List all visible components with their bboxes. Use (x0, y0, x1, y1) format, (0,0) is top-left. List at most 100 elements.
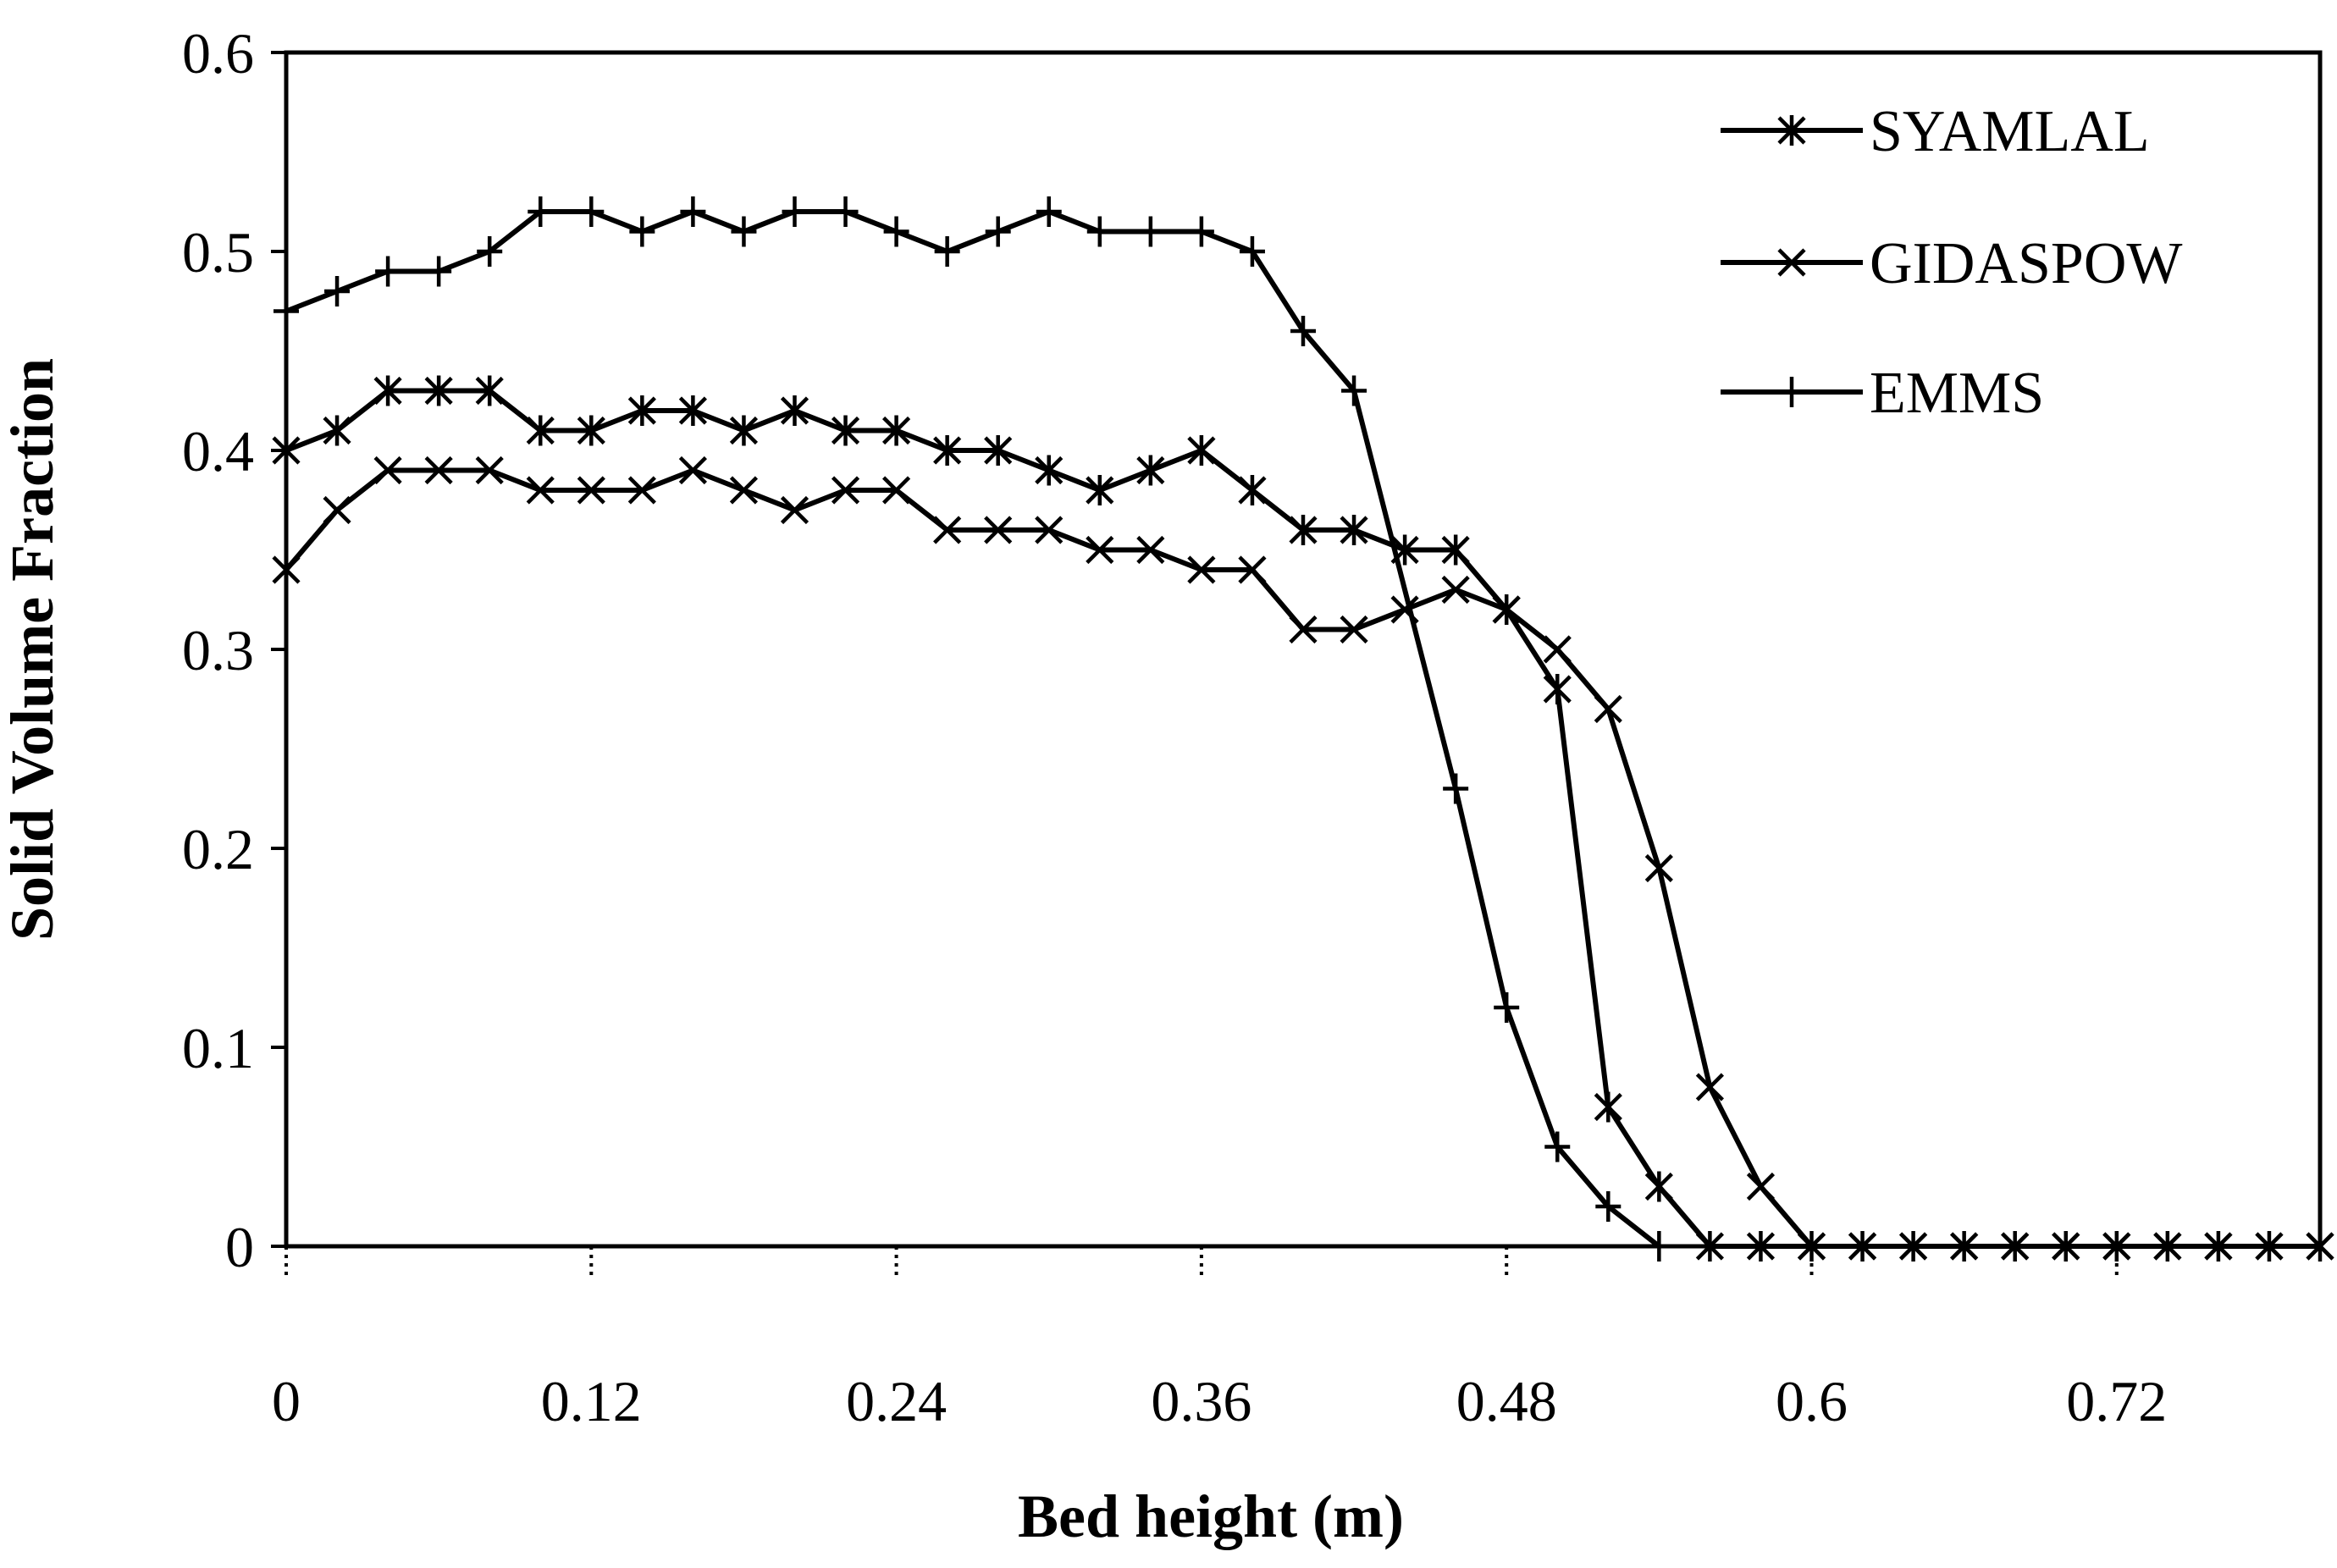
x-tick-label: 0.12 (541, 1369, 642, 1433)
series-gidaspow (272, 455, 2334, 1261)
data-point (1746, 1172, 1776, 1201)
data-point (1187, 435, 1216, 466)
data-point (882, 415, 911, 446)
data-point (831, 415, 860, 446)
data-point (1746, 1231, 1776, 1262)
data-point (985, 216, 1011, 247)
data-point (272, 435, 301, 466)
data-point (1188, 216, 1214, 247)
data-point (629, 216, 655, 247)
data-point (324, 276, 351, 306)
data-point (1137, 216, 1163, 247)
data-point (627, 476, 656, 505)
data-point (2052, 1232, 2080, 1261)
y-tick-label: 0.3 (182, 618, 254, 682)
data-point (1494, 992, 1520, 1023)
data-point (1036, 196, 1062, 227)
x-tick-label: 0 (272, 1369, 301, 1433)
data-point (731, 216, 757, 247)
data-point (477, 236, 503, 267)
data-point (933, 435, 962, 466)
y-tick-label: 0.4 (182, 419, 254, 483)
data-point (1441, 534, 1470, 566)
data-point (1289, 515, 1318, 545)
data-point (1340, 515, 1368, 545)
data-point (475, 455, 504, 485)
data-point (475, 375, 504, 406)
legend-label: GIDASPOW (1870, 231, 2182, 296)
data-point (1035, 516, 1064, 544)
data-point (577, 476, 605, 505)
legend: SYAMLAL GIDASPOW EMMS (1721, 99, 2182, 426)
data-point (1595, 1191, 1622, 1222)
data-point (1086, 216, 1113, 247)
data-point (1441, 575, 1470, 605)
data-point (578, 196, 605, 227)
x-axis-ticks: 0 0.12 0.24 0.36 0.48 0.6 0.72 (272, 1246, 2167, 1433)
data-point (1594, 1091, 1622, 1123)
data-point (323, 495, 351, 525)
data-point (2153, 1232, 2182, 1261)
data-point (1644, 1171, 1673, 1202)
data-point (1443, 773, 1469, 804)
series-emms (273, 196, 1672, 1262)
data-point (1136, 455, 1165, 486)
data-point (577, 415, 605, 446)
data-point (1777, 248, 1806, 277)
data-point (934, 236, 960, 267)
data-point (680, 196, 706, 227)
x-tick-label: 0.6 (1776, 1369, 1848, 1433)
data-point (2001, 1232, 2030, 1261)
data-point (373, 455, 402, 485)
data-point (782, 196, 808, 227)
y-axis-title: Solid Volume Fraction (0, 358, 66, 941)
data-point (1543, 674, 1572, 704)
y-axis-ticks: 0 0.1 0.2 0.3 0.4 0.5 0.6 (182, 21, 286, 1279)
data-point (1290, 316, 1316, 346)
data-point (1238, 555, 1267, 584)
data-point (729, 415, 759, 446)
data-point (375, 256, 401, 287)
x-tick-label: 0.36 (1151, 1369, 1251, 1433)
y-tick-label: 0.2 (182, 817, 254, 881)
data-point (627, 395, 656, 426)
data-point (424, 375, 453, 406)
series-layer (272, 196, 2334, 1262)
data-point (1779, 377, 1804, 407)
data-point (1594, 694, 1622, 724)
data-point (526, 415, 555, 446)
data-point (1341, 375, 1367, 406)
data-point (1695, 1231, 1724, 1262)
data-point (1136, 535, 1165, 565)
legend-label: SYAMLAL (1870, 99, 2150, 164)
data-point (831, 476, 860, 505)
data-point (1239, 236, 1265, 267)
data-point (883, 216, 909, 247)
x-tick-label: 0.24 (846, 1369, 947, 1433)
x-tick-label: 0.72 (2066, 1369, 2167, 1433)
data-point (1797, 1232, 1826, 1261)
data-point (780, 395, 809, 426)
legend-label: EMMS (1870, 361, 2044, 426)
data-point (272, 555, 301, 584)
data-point (1492, 595, 1521, 624)
data-point (729, 476, 759, 505)
data-point (678, 395, 707, 426)
data-point (1950, 1232, 1979, 1261)
data-point (1086, 535, 1114, 565)
data-point (882, 476, 911, 505)
data-point (1848, 1232, 1877, 1261)
data-point (1646, 1231, 1672, 1262)
data-point (426, 256, 452, 287)
data-point (1695, 1073, 1724, 1101)
data-point (678, 455, 707, 485)
y-tick-label: 0.6 (182, 21, 254, 86)
y-tick-label: 0.1 (182, 1016, 254, 1080)
data-point (2204, 1232, 2233, 1261)
data-point (1544, 1131, 1571, 1162)
data-point (1035, 455, 1064, 486)
data-point (780, 495, 809, 525)
data-point (1644, 853, 1673, 883)
data-point (2306, 1232, 2334, 1261)
data-point (933, 516, 962, 544)
